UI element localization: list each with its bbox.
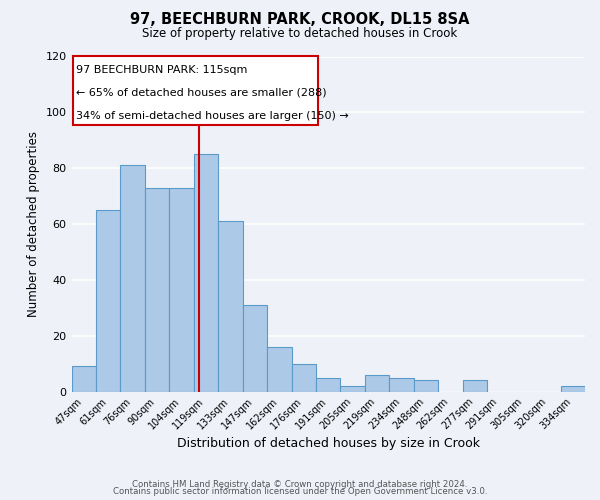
Bar (292, 364, 316, 392)
Bar (242, 305, 267, 392)
Bar (121, 166, 145, 392)
Text: 34% of semi-detached houses are larger (150) →: 34% of semi-detached houses are larger (… (76, 111, 349, 121)
Text: 97 BEECHBURN PARK: 115sqm: 97 BEECHBURN PARK: 115sqm (76, 65, 248, 75)
Bar (71, 366, 96, 392)
Text: ← 65% of detached houses are smaller (288): ← 65% of detached houses are smaller (28… (76, 88, 327, 98)
Bar (194, 154, 218, 392)
Bar (145, 188, 169, 392)
Bar (96, 210, 121, 392)
Bar (389, 378, 414, 392)
Bar (267, 347, 292, 392)
Text: Contains public sector information licensed under the Open Government Licence v3: Contains public sector information licen… (113, 488, 487, 496)
Bar (463, 380, 487, 392)
Bar (218, 221, 242, 392)
Y-axis label: Number of detached properties: Number of detached properties (27, 131, 40, 317)
Bar (560, 386, 585, 392)
Bar (316, 378, 340, 392)
X-axis label: Distribution of detached houses by size in Crook: Distribution of detached houses by size … (177, 437, 480, 450)
Bar (340, 386, 365, 392)
Text: 97, BEECHBURN PARK, CROOK, DL15 8SA: 97, BEECHBURN PARK, CROOK, DL15 8SA (130, 12, 470, 28)
Bar (365, 375, 389, 392)
Text: Size of property relative to detached houses in Crook: Size of property relative to detached ho… (142, 28, 458, 40)
Bar (73, 56, 319, 125)
Bar (414, 380, 438, 392)
Text: Contains HM Land Registry data © Crown copyright and database right 2024.: Contains HM Land Registry data © Crown c… (132, 480, 468, 489)
Bar (169, 188, 194, 392)
